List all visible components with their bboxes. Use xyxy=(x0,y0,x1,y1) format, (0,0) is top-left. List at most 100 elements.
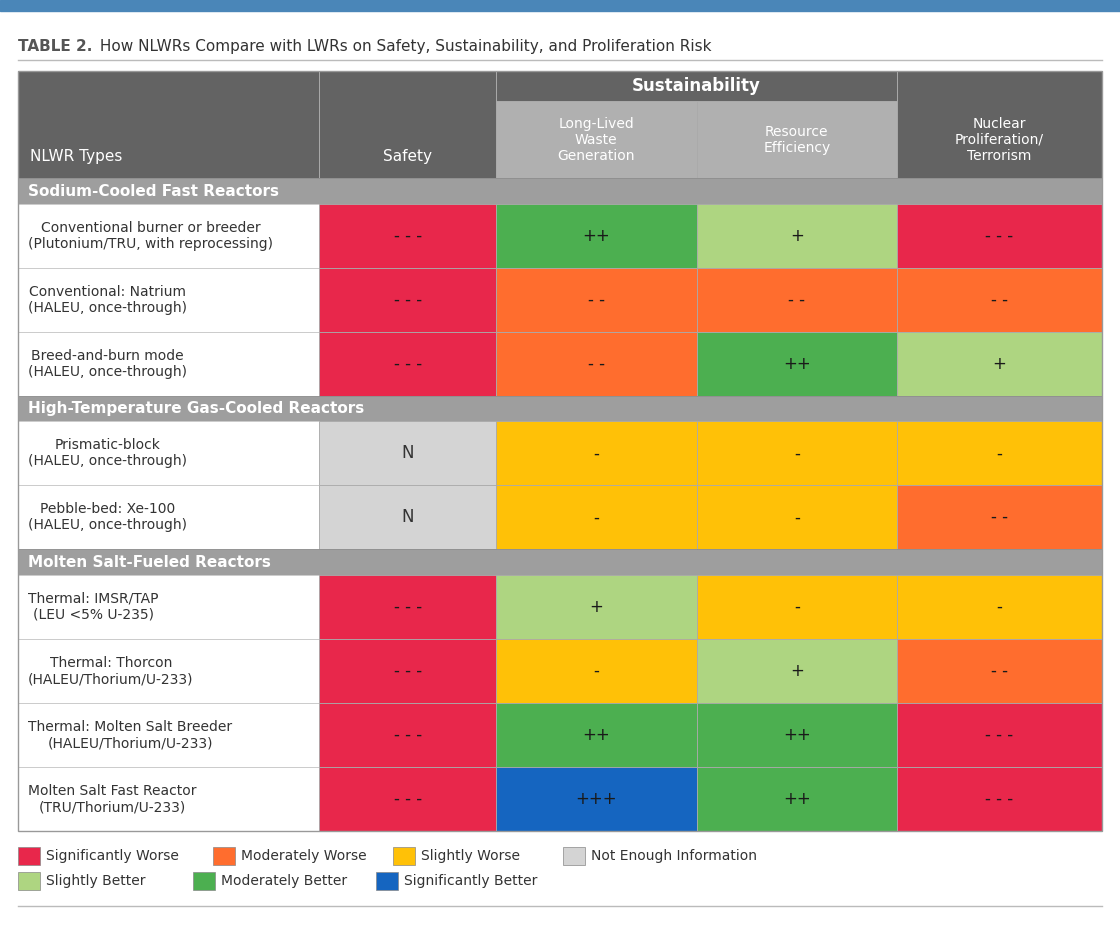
Text: Molten Salt-Fueled Reactors: Molten Salt-Fueled Reactors xyxy=(28,555,271,570)
Bar xyxy=(496,639,697,703)
Text: -: - xyxy=(794,598,800,616)
Text: - - -: - - - xyxy=(986,790,1014,808)
Text: -: - xyxy=(794,508,800,527)
Text: Moderately Worse: Moderately Worse xyxy=(241,849,366,863)
Bar xyxy=(18,549,1102,575)
Bar xyxy=(496,204,697,268)
Bar xyxy=(897,485,1102,549)
Bar xyxy=(319,204,496,268)
Bar xyxy=(18,331,319,396)
Bar xyxy=(376,872,398,890)
Bar xyxy=(897,767,1102,831)
Text: Slightly Worse: Slightly Worse xyxy=(421,849,520,863)
Bar xyxy=(319,575,496,639)
Bar xyxy=(0,0,1120,11)
Bar xyxy=(393,847,416,865)
Bar xyxy=(897,71,1102,178)
Text: Conventional: Natrium
(HALEU, once-through): Conventional: Natrium (HALEU, once-throu… xyxy=(28,285,187,315)
Bar xyxy=(18,485,319,549)
Text: - - -: - - - xyxy=(393,726,422,744)
Text: +: + xyxy=(992,355,1007,373)
Bar xyxy=(18,71,496,101)
Bar xyxy=(897,639,1102,703)
Text: - -: - - xyxy=(991,662,1008,680)
Bar xyxy=(496,71,897,101)
Text: N: N xyxy=(401,444,414,462)
Bar xyxy=(697,703,897,767)
Bar xyxy=(563,847,585,865)
Bar xyxy=(697,639,897,703)
Text: - - -: - - - xyxy=(393,662,422,680)
Text: Breed-and-burn mode
(HALEU, once-through): Breed-and-burn mode (HALEU, once-through… xyxy=(28,348,187,379)
Bar xyxy=(319,703,496,767)
Bar xyxy=(496,485,697,549)
Bar xyxy=(897,575,1102,639)
Text: - -: - - xyxy=(788,291,805,309)
Text: Thermal: Molten Salt Breeder
(HALEU/Thorium/U-233): Thermal: Molten Salt Breeder (HALEU/Thor… xyxy=(28,720,232,750)
Text: ++: ++ xyxy=(783,790,811,808)
Text: +: + xyxy=(589,598,604,616)
Bar xyxy=(18,639,319,703)
Bar xyxy=(496,422,697,485)
Bar xyxy=(897,422,1102,485)
Bar xyxy=(18,268,319,331)
Text: Slightly Better: Slightly Better xyxy=(46,874,146,888)
Text: Conventional burner or breeder
(Plutonium/TRU, with reprocessing): Conventional burner or breeder (Plutoniu… xyxy=(28,221,273,251)
Text: -: - xyxy=(594,444,599,462)
Text: -: - xyxy=(997,598,1002,616)
Bar xyxy=(319,767,496,831)
Bar xyxy=(18,71,1102,831)
Text: - -: - - xyxy=(991,508,1008,527)
Text: How NLWRs Compare with LWRs on Safety, Sustainability, and Proliferation Risk: How NLWRs Compare with LWRs on Safety, S… xyxy=(95,39,711,54)
Bar xyxy=(319,639,496,703)
Bar xyxy=(319,485,496,549)
Bar xyxy=(496,331,697,396)
Bar xyxy=(897,703,1102,767)
Text: Nuclear
Proliferation/
Terrorism: Nuclear Proliferation/ Terrorism xyxy=(955,116,1044,163)
Text: Long-Lived
Waste
Generation: Long-Lived Waste Generation xyxy=(558,116,635,163)
Text: -: - xyxy=(594,508,599,527)
Bar xyxy=(697,331,897,396)
Text: TABLE 2.: TABLE 2. xyxy=(18,39,92,54)
Bar xyxy=(697,268,897,331)
Bar xyxy=(18,178,1102,204)
Bar xyxy=(18,422,319,485)
Bar xyxy=(319,268,496,331)
Text: Significantly Worse: Significantly Worse xyxy=(46,849,179,863)
Bar xyxy=(319,422,496,485)
Text: - - -: - - - xyxy=(393,598,422,616)
Text: -: - xyxy=(997,444,1002,462)
Text: +: + xyxy=(790,227,804,245)
Text: ++: ++ xyxy=(783,355,811,373)
Bar xyxy=(496,767,697,831)
Bar xyxy=(18,396,1102,422)
Bar xyxy=(18,71,319,178)
Text: - -: - - xyxy=(588,291,605,309)
Text: Prismatic-block
(HALEU, once-through): Prismatic-block (HALEU, once-through) xyxy=(28,439,187,469)
Text: ++: ++ xyxy=(582,227,610,245)
Bar xyxy=(697,422,897,485)
Bar xyxy=(193,872,215,890)
Text: +++: +++ xyxy=(576,790,617,808)
Bar xyxy=(897,71,1102,101)
Text: Thermal: Thorcon
(HALEU/Thorium/U-233): Thermal: Thorcon (HALEU/Thorium/U-233) xyxy=(28,655,194,686)
Bar xyxy=(897,204,1102,268)
Bar xyxy=(18,872,40,890)
Bar xyxy=(697,575,897,639)
Text: ++: ++ xyxy=(582,726,610,744)
Bar xyxy=(18,575,319,639)
Text: - - -: - - - xyxy=(393,291,422,309)
Text: Thermal: IMSR/TAP
(LEU <5% U-235): Thermal: IMSR/TAP (LEU <5% U-235) xyxy=(28,592,159,622)
Bar xyxy=(897,268,1102,331)
Text: Moderately Better: Moderately Better xyxy=(221,874,347,888)
Bar xyxy=(496,575,697,639)
Text: -: - xyxy=(594,662,599,680)
Text: - - -: - - - xyxy=(986,227,1014,245)
Text: N: N xyxy=(401,508,414,527)
Text: - - -: - - - xyxy=(393,227,422,245)
Bar xyxy=(18,767,319,831)
Text: ++: ++ xyxy=(783,726,811,744)
Text: Sustainability: Sustainability xyxy=(632,77,760,95)
Bar xyxy=(697,204,897,268)
Bar xyxy=(697,101,897,178)
